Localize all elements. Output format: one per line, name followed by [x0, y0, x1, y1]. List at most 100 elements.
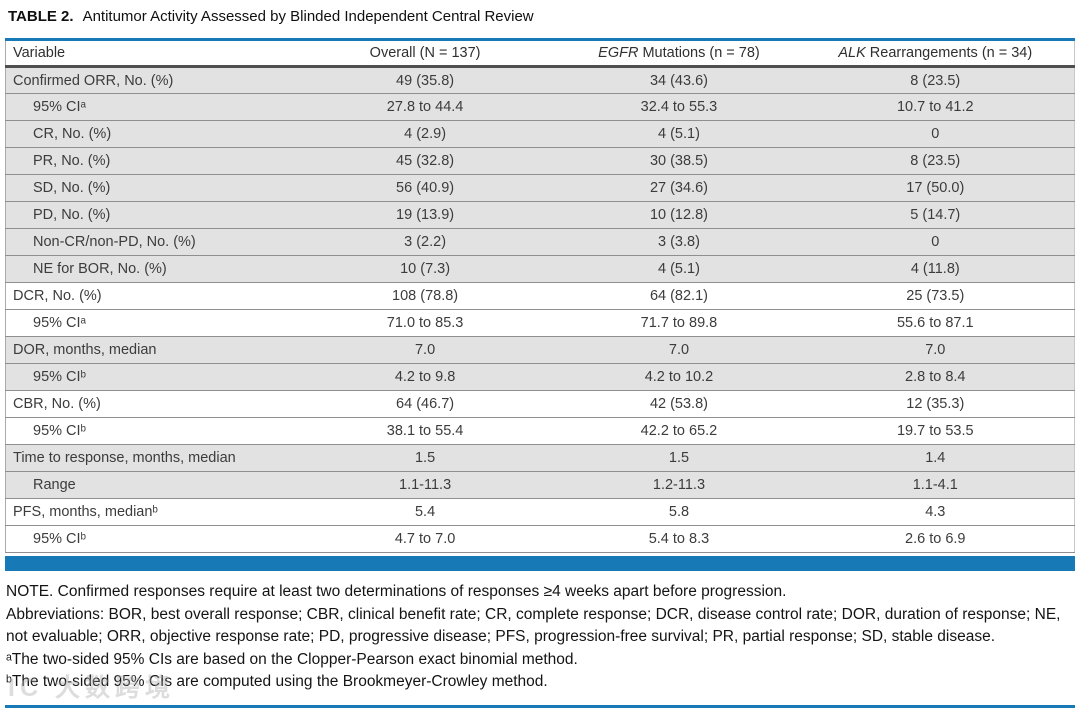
cell-alk: 0 [931, 126, 940, 142]
cell-overall: 7.0 [414, 342, 436, 358]
cell-overall: 4.7 to 7.0 [394, 531, 456, 547]
table-row: Range 1.1-11.3 1.2-11.3 1.1-4.1 [5, 471, 1075, 499]
cell-overall: 64 (46.7) [396, 396, 455, 412]
cell-alk: 1.1-4.1 [912, 477, 958, 493]
cell-alk: 2.6 to 6.9 [905, 531, 966, 547]
cell-alk: 55.6 to 87.1 [896, 315, 974, 331]
table-row: PFS, months, medianᵇ 5.4 5.8 4.3 [5, 498, 1075, 526]
cell-alk: 0 [931, 234, 940, 250]
table-body: Confirmed ORR, No. (%) 49 (35.8) 34 (43.… [5, 66, 1075, 553]
row-label: 95% CIᵃ [33, 99, 86, 115]
table-row: PR, No. (%) 45 (32.8) 30 (38.5) 8 (23.5) [5, 147, 1075, 175]
cell-egfr: 1.5 [668, 450, 690, 466]
cell-overall: 4 (2.9) [404, 126, 447, 142]
row-label: DCR, No. (%) [13, 288, 102, 304]
footnote-b: ᵇThe two-sided 95% CIs are computed usin… [6, 673, 548, 691]
egfr-gene-label: EGFR [598, 45, 639, 61]
cell-egfr: 27 (34.6) [649, 180, 708, 196]
table-row: CBR, No. (%) 64 (46.7) 42 (53.8) 12 (35.… [5, 390, 1075, 418]
cell-alk: 1.4 [925, 450, 946, 466]
cell-alk: 2.8 to 8.4 [905, 369, 966, 385]
cell-overall: 19 (13.9) [396, 207, 455, 223]
cell-egfr: 4 (5.1) [658, 126, 700, 142]
accent-divider-bar [5, 556, 1075, 571]
table-row: 95% CIᵃ 27.8 to 44.4 32.4 to 55.3 10.7 t… [5, 93, 1075, 121]
table-title-text: Antitumor Activity Assessed by Blinded I… [82, 8, 534, 25]
cell-egfr: 34 (43.6) [649, 72, 708, 89]
row-label: 95% CIᵇ [33, 369, 87, 385]
table-title: TABLE 2. Antitumor Activity Assessed by B… [8, 8, 534, 25]
row-label: Confirmed ORR, No. (%) [13, 72, 174, 89]
cell-alk: 4.3 [925, 504, 946, 520]
table-row: Confirmed ORR, No. (%) 49 (35.8) 34 (43.… [5, 66, 1075, 94]
col-header-egfr: EGFR Mutations (n = 78) [561, 39, 797, 68]
row-label: Non-CR/non-PD, No. (%) [33, 234, 196, 250]
table-row: PD, No. (%) 19 (13.9) 10 (12.8) 5 (14.7) [5, 201, 1075, 229]
table-row: DCR, No. (%) 108 (78.8) 64 (82.1) 25 (73… [5, 282, 1075, 310]
table-row: Time to response, months, median 1.5 1.5… [5, 444, 1075, 472]
cell-overall: 45 (32.8) [396, 153, 455, 169]
table-row: DOR, months, median 7.0 7.0 7.0 [5, 336, 1075, 364]
results-table: Variable Overall (N = 137) EGFR Mutation… [5, 38, 1075, 553]
cell-overall: 71.0 to 85.3 [386, 315, 464, 331]
cell-overall: 10 (7.3) [400, 261, 451, 277]
cell-egfr: 5.4 to 8.3 [648, 531, 710, 547]
row-label: 95% CIᵇ [33, 423, 87, 439]
row-label: NE for BOR, No. (%) [33, 261, 167, 277]
table-row: Non-CR/non-PD, No. (%) 3 (2.2) 3 (3.8) 0 [5, 228, 1075, 256]
cell-alk: 25 (73.5) [906, 288, 965, 304]
table-row: NE for BOR, No. (%) 10 (7.3) 4 (5.1) 4 (… [5, 255, 1075, 283]
row-label: 95% CIᵇ [33, 531, 87, 547]
cell-egfr: 10 (12.8) [649, 207, 708, 223]
note-line: NOTE. Confirmed responses require at lea… [6, 583, 787, 600]
cell-egfr: 4.2 to 10.2 [644, 369, 714, 385]
table-row: 95% CIᵇ 38.1 to 55.4 42.2 to 65.2 19.7 t… [5, 417, 1075, 445]
table-row: SD, No. (%) 56 (40.9) 27 (34.6) 17 (50.0… [5, 174, 1075, 202]
cell-egfr: 64 (82.1) [649, 288, 708, 304]
egfr-header-rest: Mutations (n = 78) [638, 45, 760, 61]
table-row: 95% CIᵃ 71.0 to 85.3 71.7 to 89.8 55.6 t… [5, 309, 1075, 337]
table-number: TABLE 2. [8, 8, 74, 25]
cell-overall: 1.1-11.3 [399, 477, 452, 493]
cell-egfr: 32.4 to 55.3 [640, 99, 718, 115]
table-header: Variable Overall (N = 137) EGFR Mutation… [5, 39, 1075, 68]
cell-egfr: 30 (38.5) [649, 153, 708, 169]
cell-egfr: 1.2-11.3 [652, 477, 706, 493]
cell-egfr: 7.0 [668, 342, 690, 358]
row-label: PD, No. (%) [33, 207, 111, 223]
cell-egfr: 42 (53.8) [649, 396, 708, 412]
cell-alk: 7.0 [925, 342, 946, 358]
row-label: 95% CIᵃ [33, 315, 86, 331]
cell-overall: 27.8 to 44.4 [386, 99, 464, 115]
row-label: CR, No. (%) [33, 126, 112, 142]
cell-alk: 4 (11.8) [910, 261, 960, 277]
row-label: PFS, months, medianᵇ [13, 504, 158, 520]
header-row: Variable Overall (N = 137) EGFR Mutation… [5, 39, 1075, 68]
alk-gene-label: ALK [838, 45, 866, 61]
cell-alk: 17 (50.0) [906, 180, 965, 196]
cell-alk: 8 (23.5) [910, 72, 961, 89]
cell-alk: 8 (23.5) [910, 153, 961, 169]
table-row: 95% CIᵇ 4.7 to 7.0 5.4 to 8.3 2.6 to 6.9 [5, 525, 1075, 553]
col-header-alk: ALK Rearrangements (n = 34) [796, 39, 1075, 68]
abbreviations-line: Abbreviations: BOR, best overall respons… [6, 605, 1061, 646]
cell-egfr: 5.8 [668, 504, 690, 520]
cell-overall: 4.2 to 9.8 [394, 369, 456, 385]
cell-overall: 3 (2.2) [404, 234, 447, 250]
cell-alk: 12 (35.3) [906, 396, 965, 412]
table-notes: NOTE. Confirmed responses require at lea… [6, 581, 1074, 694]
cell-egfr: 3 (3.8) [658, 234, 700, 250]
table-row: 95% CIᵇ 4.2 to 9.8 4.2 to 10.2 2.8 to 8.… [5, 363, 1075, 391]
row-label: CBR, No. (%) [13, 396, 101, 412]
col-header-overall: Overall (N = 137) [288, 39, 562, 68]
cell-egfr: 42.2 to 65.2 [640, 423, 718, 439]
cell-overall: 38.1 to 55.4 [386, 423, 464, 439]
cell-alk: 19.7 to 53.5 [896, 423, 974, 439]
cell-overall: 49 (35.8) [396, 72, 455, 89]
cell-alk: 10.7 to 41.2 [896, 99, 974, 115]
row-label: DOR, months, median [13, 342, 157, 358]
footnote-a: ᵃThe two-sided 95% CIs are based on the … [6, 650, 578, 668]
cell-overall: 108 (78.8) [392, 288, 459, 304]
cell-overall: 56 (40.9) [396, 180, 455, 196]
